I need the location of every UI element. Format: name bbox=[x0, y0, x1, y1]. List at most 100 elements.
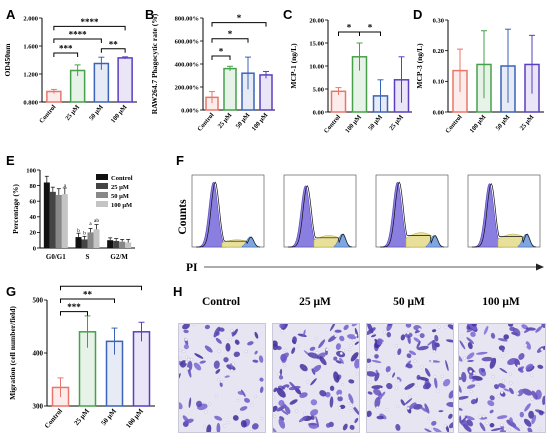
migrated-cell bbox=[349, 424, 355, 430]
membrane-pore bbox=[184, 337, 188, 341]
migrated-cell bbox=[276, 387, 286, 398]
migrated-cell bbox=[215, 337, 222, 344]
y-axis-label: Percentage (%) bbox=[11, 184, 20, 234]
y-axis-label: MCP-3 (ng/L) bbox=[415, 43, 424, 89]
migrated-cell bbox=[531, 390, 538, 400]
migrated-cell bbox=[204, 324, 210, 330]
membrane-pore bbox=[349, 343, 353, 347]
significance-bracket bbox=[211, 38, 249, 43]
x-tick-label: 25 μM bbox=[519, 114, 536, 132]
migrated-cell bbox=[319, 390, 327, 397]
migrated-cell bbox=[194, 353, 204, 359]
bar bbox=[61, 194, 68, 248]
migrated-cell bbox=[273, 387, 278, 393]
migrated-cell bbox=[527, 427, 533, 432]
y-tick-label: 0.00% bbox=[181, 107, 199, 114]
membrane-pore bbox=[538, 427, 542, 431]
y-tick-label: 10.00 bbox=[309, 63, 324, 70]
y-tick-label: 200.00% bbox=[175, 84, 199, 91]
membrane-pore bbox=[406, 331, 410, 335]
membrane-pore bbox=[220, 380, 224, 384]
y-tick-label: 800.00% bbox=[175, 15, 199, 22]
migrated-cell bbox=[279, 324, 285, 329]
bar bbox=[132, 331, 151, 407]
migrated-cell bbox=[325, 423, 331, 428]
migrated-cell bbox=[183, 344, 189, 350]
migrated-cell bbox=[407, 335, 411, 345]
migrated-cell bbox=[254, 331, 259, 339]
migrated-cell bbox=[199, 360, 206, 364]
x-tick-label: 25 μM bbox=[217, 112, 234, 130]
y-tick-label: 400 bbox=[33, 349, 44, 357]
migrated-cell bbox=[278, 399, 285, 407]
membrane-pore bbox=[182, 350, 186, 354]
legend-label: 50 μM bbox=[111, 193, 129, 200]
y-tick-label: 5.00 bbox=[313, 86, 324, 93]
membrane-pore bbox=[337, 393, 341, 397]
significance-bracket bbox=[53, 38, 102, 43]
migrated-cell bbox=[376, 415, 384, 420]
migrated-cell bbox=[493, 384, 500, 390]
membrane-pore bbox=[296, 344, 300, 348]
migrated-cell bbox=[528, 410, 535, 419]
migrated-cell bbox=[244, 397, 250, 403]
membrane-pore bbox=[396, 379, 400, 383]
membrane-pore bbox=[222, 424, 226, 428]
migrated-cell bbox=[531, 414, 537, 425]
x-tick-label: 25 μM bbox=[72, 407, 91, 427]
y-tick-label: 80 bbox=[30, 183, 37, 190]
micrograph-label-control: Control bbox=[201, 296, 241, 308]
migrated-cell bbox=[213, 360, 220, 369]
membrane-pore bbox=[385, 408, 389, 412]
y-tick-label: 0.00 bbox=[313, 109, 324, 116]
membrane-pore bbox=[469, 370, 473, 374]
panel-letter-f: F bbox=[176, 153, 184, 168]
migrated-cell bbox=[537, 364, 544, 369]
significance-label: **** bbox=[81, 17, 100, 27]
migrated-cell bbox=[417, 345, 429, 351]
membrane-pore bbox=[315, 350, 319, 354]
migrated-cell bbox=[503, 334, 510, 340]
membrane-pore bbox=[432, 349, 436, 353]
panel-letter-a: A bbox=[6, 7, 16, 22]
micrograph-label-50um: 50 μM bbox=[393, 296, 425, 308]
migrated-cell bbox=[273, 405, 278, 412]
membrane-pore bbox=[395, 386, 399, 390]
membrane-pore bbox=[349, 408, 353, 412]
membrane-pore bbox=[507, 428, 511, 432]
significance-label: *** bbox=[94, 282, 108, 287]
migrated-cell bbox=[496, 415, 508, 420]
membrane-pore bbox=[228, 337, 232, 341]
migrated-cell bbox=[459, 340, 466, 350]
flow-trace bbox=[196, 181, 261, 248]
migrated-cell bbox=[387, 324, 393, 326]
migrated-cell bbox=[354, 341, 359, 345]
flow-histogram-frame bbox=[191, 174, 265, 248]
migrated-cell bbox=[424, 428, 432, 432]
migrated-cell bbox=[273, 426, 277, 432]
membrane-pore bbox=[430, 359, 434, 363]
migrated-cell bbox=[525, 341, 531, 350]
membrane-pore bbox=[280, 329, 284, 333]
migrated-cell bbox=[214, 415, 223, 421]
migrated-cell bbox=[438, 410, 444, 413]
migrated-cell bbox=[542, 395, 545, 406]
legend-swatch bbox=[96, 174, 108, 180]
significance-bracket bbox=[60, 285, 142, 291]
migrated-cell bbox=[232, 415, 239, 421]
x-tick-label: Control bbox=[43, 407, 64, 430]
micrograph-control bbox=[178, 323, 266, 433]
migrated-cell bbox=[467, 359, 474, 363]
migrated-cell bbox=[377, 338, 384, 343]
flow-pi-arrowhead bbox=[536, 263, 544, 271]
migrated-cell bbox=[226, 364, 236, 371]
migrated-cell bbox=[216, 422, 221, 432]
bar bbox=[119, 241, 126, 248]
migrated-cell bbox=[281, 352, 289, 360]
membrane-pore bbox=[351, 404, 355, 408]
membrane-pore bbox=[249, 429, 253, 432]
migrated-cell bbox=[352, 405, 359, 415]
migrated-cell bbox=[395, 423, 401, 431]
bar bbox=[113, 240, 120, 248]
membrane-pore bbox=[260, 416, 264, 420]
